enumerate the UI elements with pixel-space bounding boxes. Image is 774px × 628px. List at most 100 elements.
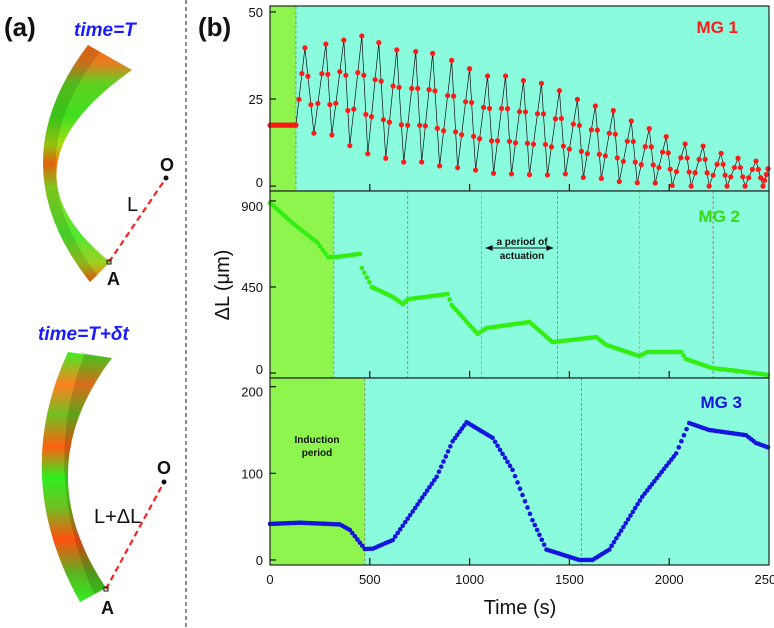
data-point [457,429,462,435]
data-point [502,455,508,461]
data-point [634,180,640,186]
data-point [578,148,584,154]
center-point-bottom [161,479,167,485]
data-point [345,107,351,114]
data-point [635,501,640,507]
data-point [394,47,400,53]
y-tick-label: 0 [256,553,263,568]
data-point [525,505,530,510]
data-point [360,543,365,549]
data-point [539,537,545,543]
data-point [449,57,455,63]
data-point [405,516,411,521]
data-point [467,66,473,72]
length-label-bottom: L+ΔL [94,506,141,528]
data-point [663,134,669,140]
data-point [742,183,748,189]
data-point [614,535,619,541]
data-point [517,486,523,492]
y-tick-label: 450 [241,280,263,295]
radius-line-bottom [105,481,165,590]
data-point [580,174,586,181]
data-point [576,122,582,128]
data-point [320,247,326,253]
data-point [607,547,612,552]
data-point [512,140,519,146]
y-tick-label: 25 [249,92,263,107]
data-point [376,39,382,46]
series-label-mg2: MG 2 [698,207,740,226]
data-point [534,111,541,117]
data-point [538,80,545,86]
data-point [515,480,520,485]
data-point [537,532,542,538]
data-point [558,115,565,122]
data-point [333,100,339,106]
data-point [606,130,612,136]
data-point [415,85,421,92]
data-point [498,105,505,112]
data-point [413,49,419,55]
data-point [718,150,724,156]
data-point [293,122,299,128]
data-point [507,463,513,469]
arrow-head-left-icon [485,245,493,251]
data-point [337,69,343,75]
data-point [684,426,689,432]
data-point [602,153,608,159]
data-point [347,527,353,533]
induction-region [270,191,334,378]
data-point [305,73,311,79]
data-point [618,528,624,533]
data-point [434,125,440,132]
data-point [484,73,491,79]
series-line [295,35,769,188]
data-point [461,423,467,428]
data-point [392,534,398,539]
data-point [448,444,453,449]
data-point [746,175,752,181]
panel-a-label: (a) [4,12,36,42]
data-point [522,498,528,504]
data-point [532,522,538,528]
data-point [341,37,347,43]
data-point [508,171,515,177]
data-point [410,509,416,514]
data-point [642,144,648,150]
data-point [429,481,435,487]
series-label-mg1: MG 1 [696,18,738,37]
data-point [544,172,551,178]
data-point [720,161,726,167]
data-point [542,141,549,148]
data-point [472,167,479,173]
length-label-top: L [127,194,138,216]
period-annotation-line1: a period of [496,237,548,248]
data-point [355,537,360,542]
data-point [659,149,666,155]
data-point [368,114,375,120]
data-point [512,473,518,479]
x-tick-label: 2500 [755,572,774,587]
data-point [405,122,411,128]
data-point [574,96,580,102]
data-point [522,109,529,115]
data-point [724,183,730,189]
data-point [722,172,728,178]
point-o-label-bottom: O [157,458,171,478]
data-point [398,122,405,128]
data-point [664,463,669,469]
data-point [753,158,759,164]
time-t-dt-label: time=T+δt [38,324,129,345]
data-point [656,164,662,171]
gel-arc-bottom [41,352,112,602]
data-point [562,171,569,177]
plot-panel-1: 0 25 50 [249,5,771,192]
y-tick-label: 900 [241,199,263,214]
data-point [637,498,643,503]
data-point [728,174,734,180]
data-point [431,477,437,483]
data-point [437,163,443,169]
data-point [526,172,533,178]
panel-a: (a) time=T O L A time=T+δt O L+ΔL A [4,12,174,618]
data-point [470,133,477,139]
